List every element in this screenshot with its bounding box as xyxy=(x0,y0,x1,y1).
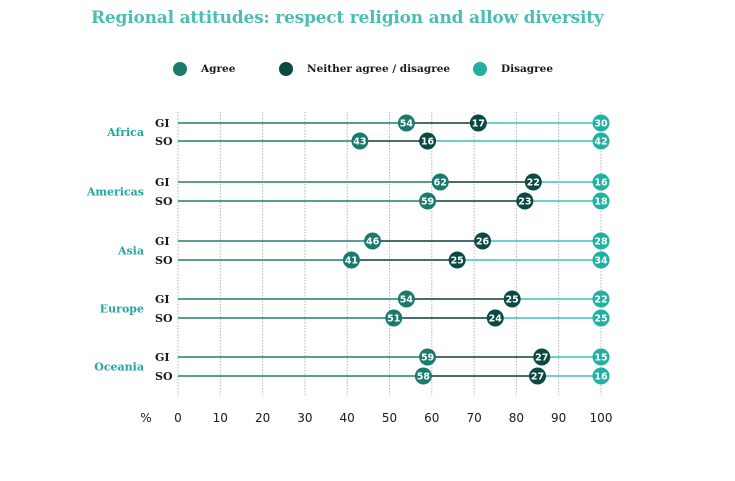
row-europe-so-value-disagree: 25 xyxy=(594,314,607,325)
x-tick-label-0: 0 xyxy=(174,411,182,425)
row-africa-gi-marker-neither xyxy=(469,114,487,132)
x-tick-label-60: 60 xyxy=(424,411,439,425)
row-oceania-so-value-neither: 27 xyxy=(531,372,544,383)
region-label-asia: Asia xyxy=(117,245,144,258)
row-africa-gi-value-neither: 17 xyxy=(472,119,485,130)
row-asia-gi-label: GI xyxy=(155,235,170,248)
row-africa-so-value-neither: 16 xyxy=(421,137,435,148)
row-europe-so-marker-disagree xyxy=(592,309,610,327)
row-americas-gi-value-neither: 22 xyxy=(527,178,540,189)
row-europe-gi-marker-neither xyxy=(503,290,521,308)
row-americas-gi-marker-agree xyxy=(431,173,449,191)
row-oceania-so-value-disagree: 16 xyxy=(594,372,608,383)
row-americas-so-marker-disagree xyxy=(592,192,610,210)
row-americas-gi-label: GI xyxy=(155,176,170,189)
row-europe-gi-value-neither: 25 xyxy=(506,295,519,306)
x-tick-label-40: 40 xyxy=(340,411,355,425)
region-label-africa: Africa xyxy=(106,126,144,139)
row-oceania-gi-label: GI xyxy=(155,351,170,364)
row-oceania-so-marker-disagree xyxy=(592,367,610,385)
row-americas-gi-value-disagree: 16 xyxy=(594,178,608,189)
row-europe-gi-marker-disagree xyxy=(592,290,610,308)
row-africa-gi-marker-agree xyxy=(397,114,415,132)
row-americas-gi-marker-disagree xyxy=(592,173,610,191)
chart-title: Regional attitudes: respect religion and… xyxy=(91,8,604,28)
row-africa-so-marker-disagree xyxy=(592,132,610,150)
legend-label-neither: Neither agree / disagree xyxy=(307,63,451,75)
row-africa-so-marker-neither xyxy=(419,132,437,150)
row-asia-gi-value-agree: 46 xyxy=(366,237,380,248)
legend: Agree Neither agree / disagree Disagree xyxy=(0,62,735,82)
row-europe-so-value-neither: 24 xyxy=(489,314,503,325)
row-oceania-so-value-agree: 58 xyxy=(417,372,431,383)
legend-swatch-agree xyxy=(173,62,187,76)
x-tick-label-30: 30 xyxy=(297,411,312,425)
row-europe-so-marker-agree xyxy=(385,309,403,327)
x-tick-label-100: 100 xyxy=(590,411,613,425)
row-europe-gi-marker-agree xyxy=(397,290,415,308)
x-tick-label-20: 20 xyxy=(255,411,270,425)
row-americas-gi-marker-neither xyxy=(524,173,542,191)
row-asia-so-value-agree: 41 xyxy=(345,256,358,267)
x-tick-label-10: 10 xyxy=(213,411,228,425)
row-oceania-gi-value-neither: 27 xyxy=(535,353,548,364)
row-asia-so-value-disagree: 34 xyxy=(594,256,608,267)
row-africa-so-label: SO xyxy=(155,135,173,148)
row-asia-gi-marker-agree xyxy=(364,232,382,250)
row-americas-so-label: SO xyxy=(155,195,173,208)
row-asia-so-marker-disagree xyxy=(592,251,610,269)
row-africa-gi-value-agree: 54 xyxy=(400,119,414,130)
row-americas-gi-value-agree: 62 xyxy=(434,178,447,189)
row-oceania-so-marker-agree xyxy=(414,367,432,385)
row-europe-gi-value-disagree: 22 xyxy=(594,295,607,306)
row-oceania-so-label: SO xyxy=(155,370,173,383)
row-africa-so-value-agree: 43 xyxy=(353,137,366,148)
row-oceania-gi-marker-disagree xyxy=(592,348,610,366)
row-americas-so-marker-agree xyxy=(419,192,437,210)
row-asia-gi-value-neither: 26 xyxy=(476,237,490,248)
row-asia-so-marker-neither xyxy=(448,251,466,269)
region-label-americas: Americas xyxy=(86,186,144,199)
legend-swatch-disagree xyxy=(473,62,487,76)
row-africa-so-marker-agree xyxy=(351,132,369,150)
x-tick-label-90: 90 xyxy=(551,411,566,425)
row-asia-gi-value-disagree: 28 xyxy=(594,237,608,248)
x-tick-label-80: 80 xyxy=(509,411,524,425)
row-europe-so-marker-neither xyxy=(486,309,504,327)
row-europe-gi-value-agree: 54 xyxy=(400,295,414,306)
legend-label-disagree: Disagree xyxy=(501,63,554,75)
legend-item-disagree: Disagree xyxy=(473,62,553,76)
row-africa-so-value-disagree: 42 xyxy=(594,137,607,148)
legend-swatch-neither xyxy=(279,62,293,76)
row-europe-so-label: SO xyxy=(155,312,173,325)
row-asia-so-value-neither: 25 xyxy=(451,256,464,267)
row-africa-gi-marker-disagree xyxy=(592,114,610,132)
region-label-europe: Europe xyxy=(100,303,144,316)
x-tick-label-50: 50 xyxy=(382,411,397,425)
legend-item-agree: Agree xyxy=(173,62,235,76)
row-asia-so-marker-agree xyxy=(342,251,360,269)
row-americas-so-value-disagree: 18 xyxy=(594,197,608,208)
row-americas-so-marker-neither xyxy=(516,192,534,210)
x-tick-label-70: 70 xyxy=(466,411,481,425)
row-africa-gi-value-disagree: 30 xyxy=(594,119,608,130)
row-asia-gi-marker-disagree xyxy=(592,232,610,250)
x-axis-label: % xyxy=(140,411,151,425)
row-oceania-gi-value-disagree: 15 xyxy=(594,353,607,364)
region-label-oceania: Oceania xyxy=(94,361,144,374)
legend-label-agree: Agree xyxy=(201,63,236,75)
row-americas-so-value-neither: 23 xyxy=(518,197,531,208)
row-asia-so-label: SO xyxy=(155,254,173,267)
row-europe-gi-label: GI xyxy=(155,293,170,306)
row-asia-gi-marker-neither xyxy=(474,232,492,250)
row-oceania-gi-marker-agree xyxy=(419,348,437,366)
row-oceania-so-marker-neither xyxy=(529,367,547,385)
legend-item-neither: Neither agree / disagree xyxy=(279,62,450,76)
row-oceania-gi-value-agree: 59 xyxy=(421,353,434,364)
row-oceania-gi-marker-neither xyxy=(533,348,551,366)
row-africa-gi-label: GI xyxy=(155,117,170,130)
row-europe-so-value-agree: 51 xyxy=(387,314,400,325)
row-americas-so-value-agree: 59 xyxy=(421,197,434,208)
